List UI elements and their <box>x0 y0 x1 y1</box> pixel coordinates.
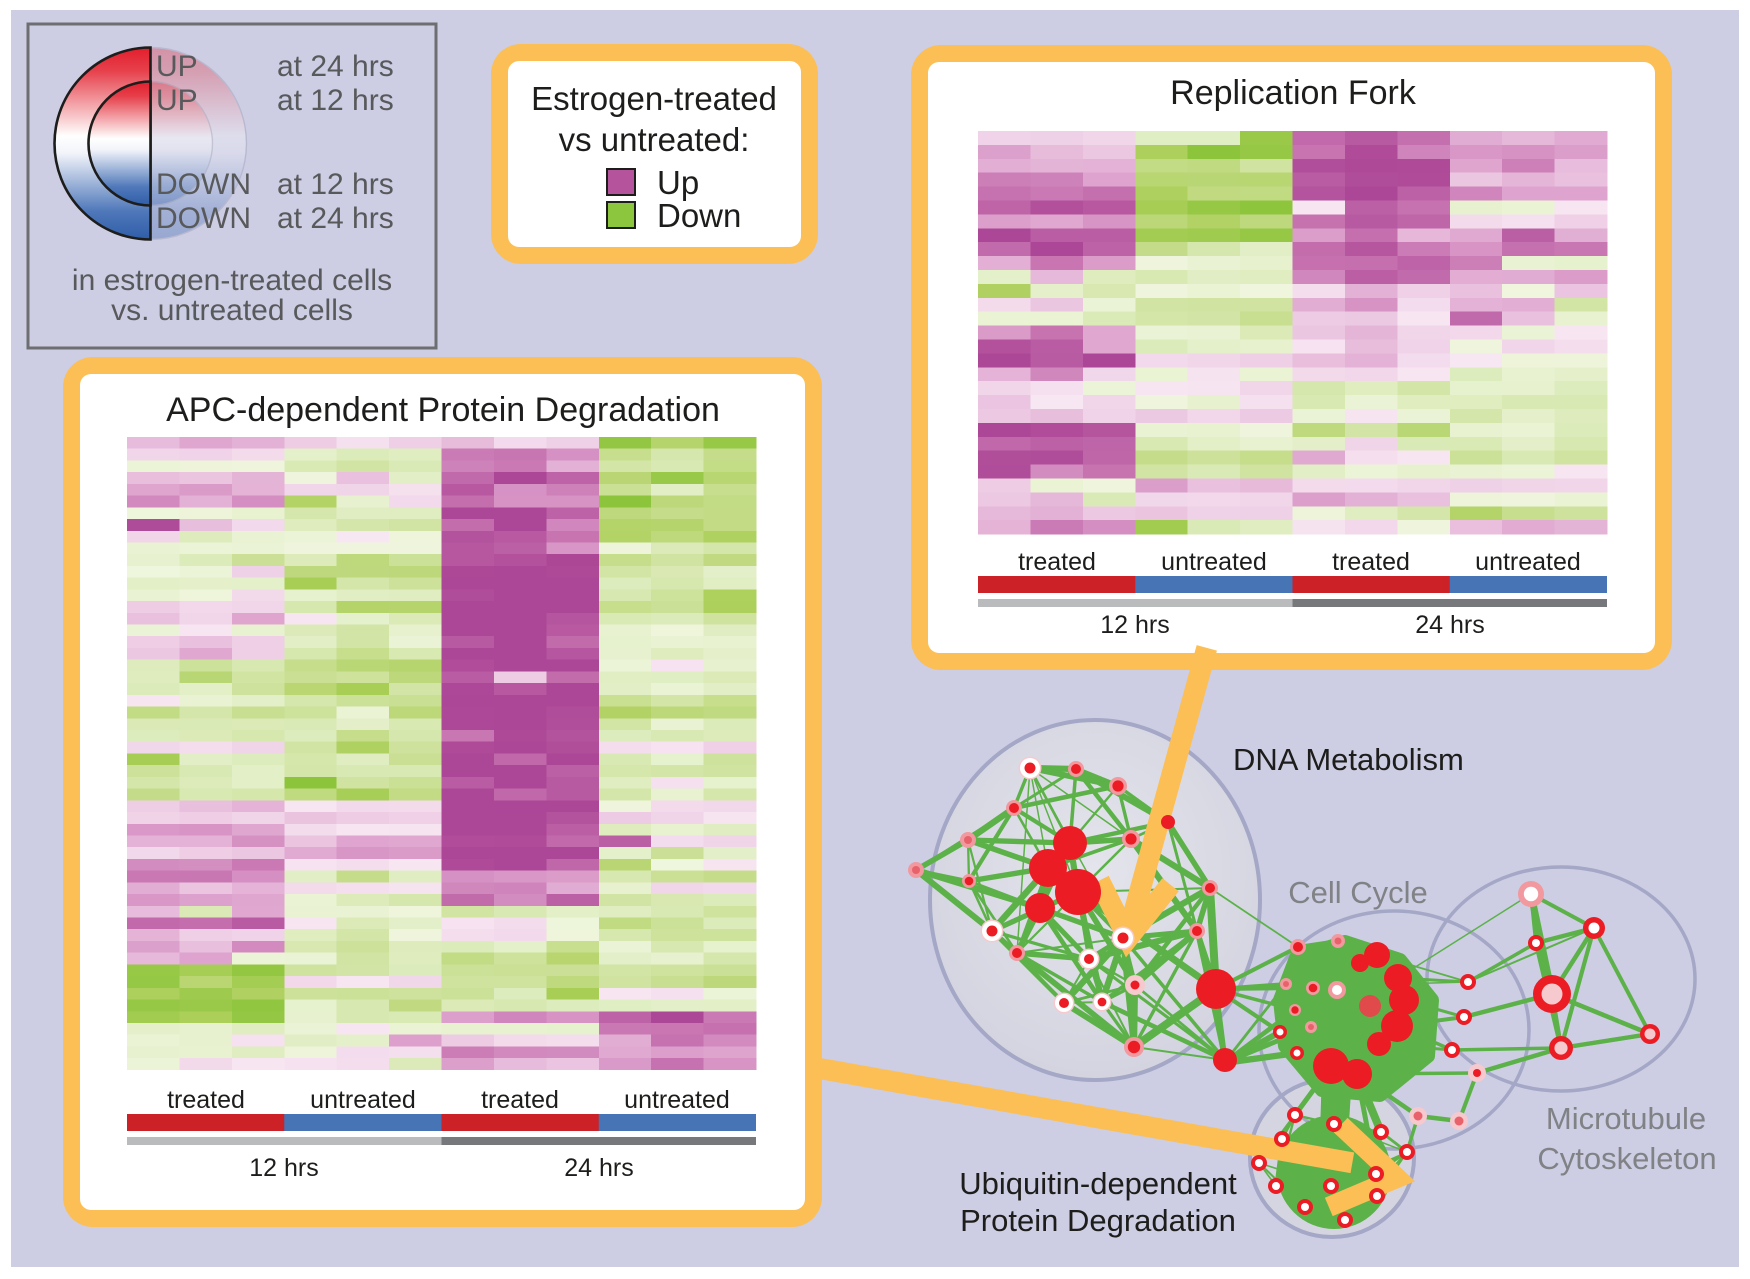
svg-text:untreated: untreated <box>310 1086 416 1114</box>
svg-text:DNA Metabolism: DNA Metabolism <box>1233 742 1464 777</box>
svg-text:Estrogen-treated: Estrogen-treated <box>531 80 777 117</box>
svg-text:in estrogen-treated cells: in estrogen-treated cells <box>72 264 392 297</box>
svg-text:untreated: untreated <box>1475 548 1581 576</box>
svg-text:vs. untreated cells: vs. untreated cells <box>111 294 353 327</box>
svg-text:treated: treated <box>1332 548 1410 576</box>
svg-text:UP: UP <box>156 84 198 117</box>
svg-text:Cell Cycle: Cell Cycle <box>1288 875 1428 910</box>
svg-text:DOWN: DOWN <box>156 202 251 235</box>
svg-text:Microtubule: Microtubule <box>1546 1101 1706 1136</box>
svg-text:24 hrs: 24 hrs <box>564 1154 633 1182</box>
svg-text:APC-dependent Protein Degradat: APC-dependent Protein Degradation <box>166 391 720 429</box>
svg-text:at 12 hrs: at 12 hrs <box>277 84 394 117</box>
svg-text:12 hrs: 12 hrs <box>1100 611 1169 639</box>
svg-text:untreated: untreated <box>1161 548 1267 576</box>
svg-text:DOWN: DOWN <box>156 168 251 201</box>
svg-text:Cytoskeleton: Cytoskeleton <box>1537 1141 1716 1176</box>
svg-text:treated: treated <box>167 1086 245 1114</box>
svg-text:untreated: untreated <box>624 1086 730 1114</box>
svg-text:treated: treated <box>481 1086 559 1114</box>
svg-text:Up: Up <box>657 164 699 201</box>
svg-text:Protein Degradation: Protein Degradation <box>960 1203 1236 1238</box>
svg-text:treated: treated <box>1018 548 1096 576</box>
svg-text:12 hrs: 12 hrs <box>249 1154 318 1182</box>
svg-text:24 hrs: 24 hrs <box>1415 611 1484 639</box>
svg-text:at 12 hrs: at 12 hrs <box>277 168 394 201</box>
svg-text:at 24 hrs: at 24 hrs <box>277 50 394 83</box>
svg-text:vs untreated:: vs untreated: <box>559 121 750 158</box>
svg-text:Down: Down <box>657 197 741 234</box>
svg-text:UP: UP <box>156 50 198 83</box>
svg-text:Ubiquitin-dependent: Ubiquitin-dependent <box>959 1166 1237 1201</box>
svg-text:at 24 hrs: at 24 hrs <box>277 202 394 235</box>
svg-text:Replication Fork: Replication Fork <box>1170 74 1417 112</box>
